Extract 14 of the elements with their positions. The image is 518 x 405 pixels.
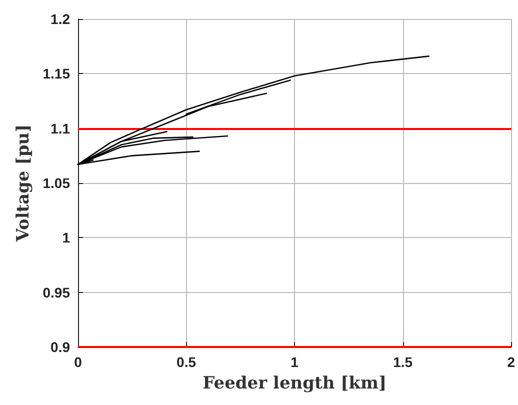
y-tick-label: 1.2 <box>50 11 70 27</box>
y-tick-label: 1.15 <box>42 66 70 82</box>
x-tick-label: 0 <box>74 354 82 370</box>
x-axis-title: Feeder length [km] <box>202 374 386 394</box>
y-axis-title: Voltage [pu] <box>13 124 34 243</box>
y-tick-label: 1.05 <box>42 175 70 191</box>
x-tick-label: 1.5 <box>393 354 413 370</box>
y-tick-label: 1.1 <box>50 120 70 136</box>
y-tick-label: 0.95 <box>42 284 70 300</box>
x-tick-label: 2 <box>507 354 516 370</box>
y-tick-label: 1 <box>62 230 70 246</box>
x-tick-label: 0.5 <box>176 354 196 370</box>
y-tick-label: 0.9 <box>50 339 70 355</box>
x-tick-label: 1 <box>290 354 299 370</box>
